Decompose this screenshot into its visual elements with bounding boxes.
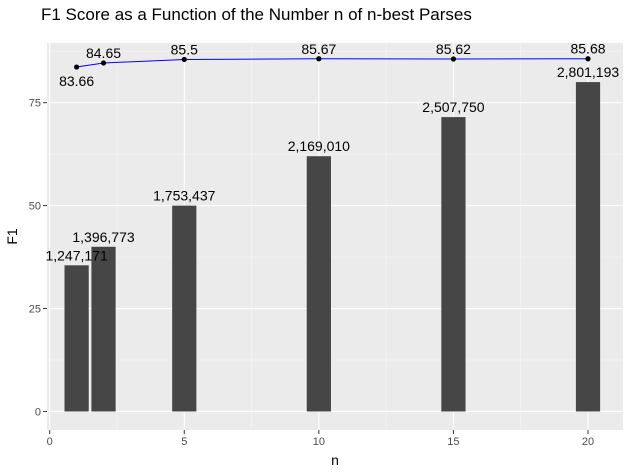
- f1-point: [316, 56, 322, 62]
- bars: [64, 82, 601, 412]
- f1-value-label: 85.62: [436, 41, 471, 57]
- bar: [306, 156, 331, 412]
- y-tick-label: 25: [29, 304, 41, 316]
- y-axis: 0 25 50 75: [29, 98, 47, 418]
- f1-line: [74, 56, 591, 70]
- bar: [575, 82, 601, 412]
- f1-value-label: 85.5: [171, 41, 198, 57]
- bar: [91, 246, 116, 412]
- y-tick-label: 75: [29, 98, 41, 110]
- f1-series-line: [76, 58, 589, 68]
- x-tick-label: 10: [313, 436, 325, 448]
- y-tick-label: 0: [35, 406, 41, 418]
- x-axis: 0 5 10 15 20: [47, 430, 594, 448]
- bar: [64, 265, 89, 412]
- data-labels: 1,247,171 1,396,773 1,753,437 2,169,010 2,50…: [45, 41, 619, 264]
- f1-point: [450, 56, 457, 62]
- x-axis-title: n: [331, 452, 339, 468]
- f1-value-label: 85.68: [570, 41, 605, 57]
- bar-value-label: 1,753,437: [153, 188, 215, 204]
- f1-value-label: 84.65: [86, 45, 121, 61]
- x-tick-label: 20: [582, 436, 594, 448]
- chart-title: F1 Score as a Function of the Number n o…: [41, 5, 472, 24]
- minor-gridlines: [47, 43, 623, 430]
- bar: [172, 205, 197, 412]
- bar-value-label: 1,247,171: [45, 247, 107, 263]
- bar-value-label: 2,169,010: [288, 138, 350, 154]
- f1-point: [74, 64, 80, 70]
- plot-panel: [47, 43, 623, 430]
- f1-point: [100, 60, 107, 66]
- x-tick-label: 0: [47, 436, 53, 448]
- y-axis-title: F1: [4, 228, 20, 245]
- bar-value-label: 2,507,750: [422, 99, 484, 115]
- f1-point: [181, 56, 187, 63]
- bar-value-label: 1,396,773: [72, 229, 134, 245]
- f1-point: [585, 56, 591, 62]
- x-tick-label: 15: [447, 436, 459, 448]
- y-tick-label: 50: [29, 201, 41, 213]
- bar: [441, 117, 466, 412]
- bar-value-label: 2,801,193: [557, 64, 619, 80]
- f1-value-label: 83.66: [59, 73, 94, 89]
- x-tick-label: 5: [181, 436, 187, 448]
- f1-value-label: 85.67: [301, 41, 336, 57]
